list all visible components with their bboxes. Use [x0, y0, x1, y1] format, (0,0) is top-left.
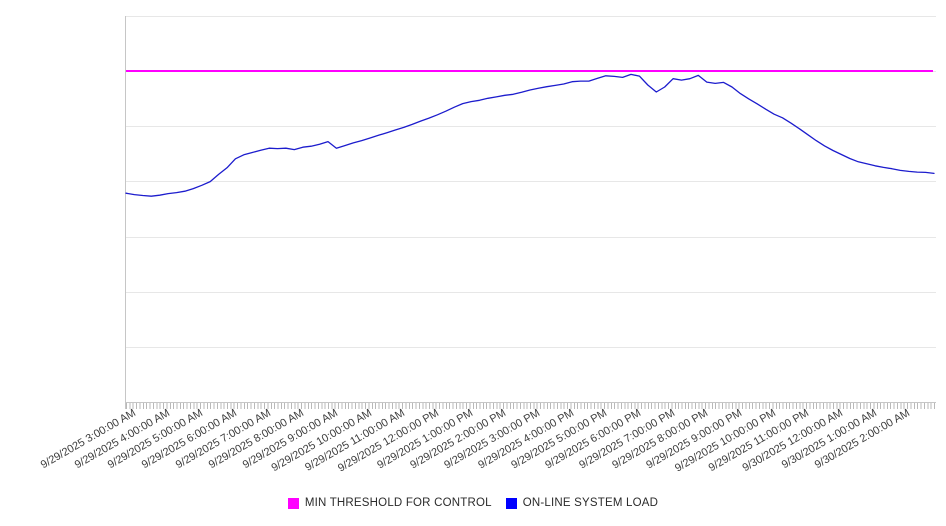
legend-item-load[interactable]: ON-LINE SYSTEM LOAD	[505, 497, 659, 509]
threshold-legend-label: MIN THRESHOLD FOR CONTROL	[304, 497, 492, 509]
x-axis-line	[126, 402, 936, 403]
min-threshold-line	[126, 70, 933, 73]
gridline	[126, 126, 936, 128]
legend: MIN THRESHOLD FOR CONTROL ON-LINE SYSTEM…	[0, 497, 946, 509]
load-legend-label: ON-LINE SYSTEM LOAD	[522, 497, 659, 509]
gridline	[126, 346, 936, 348]
plot-area	[126, 16, 934, 402]
gridline	[126, 291, 936, 293]
legend-item-threshold[interactable]: MIN THRESHOLD FOR CONTROL	[287, 497, 492, 509]
gridline	[126, 16, 936, 17]
load-legend-swatch-icon	[505, 497, 517, 509]
y-axis-line	[125, 16, 126, 409]
gridline	[126, 236, 936, 238]
threshold-legend-swatch-icon	[287, 497, 299, 509]
gridline	[126, 181, 936, 183]
x-axis-tick-strip	[126, 403, 936, 409]
